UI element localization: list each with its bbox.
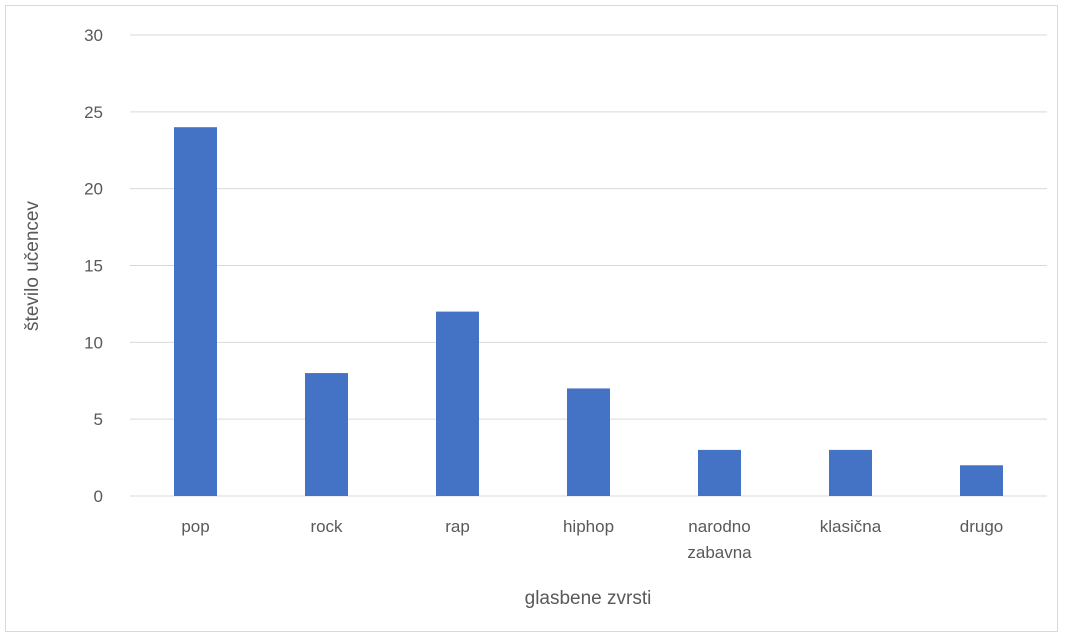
bar-rock	[305, 373, 348, 496]
y-tick-label-30: 30	[84, 26, 103, 45]
bar-hiphop	[567, 388, 610, 496]
x-tick-label-drugo: drugo	[960, 517, 1003, 536]
bar-drugo	[960, 465, 1003, 496]
y-tick-label-5: 5	[94, 410, 103, 429]
y-tick-label-10: 10	[84, 333, 103, 352]
y-tick-label-0: 0	[94, 487, 103, 506]
x-tick-label-pop: pop	[181, 517, 209, 536]
y-tick-label-15: 15	[84, 257, 103, 276]
x-tick-label-rap: rap	[445, 517, 470, 536]
bar-rap	[436, 311, 479, 496]
y-tick-label-25: 25	[84, 103, 103, 122]
x-tick-label-rock: rock	[310, 517, 343, 536]
bars	[174, 127, 1003, 496]
gridlines	[130, 34, 1047, 497]
x-tick-label-narodno-zabavna: narodno zabavna	[687, 517, 752, 562]
x-tick-label-hiphop: hiphop	[563, 517, 614, 536]
x-tick-label-klasična: klasična	[820, 517, 882, 536]
bar-narodno-zabavna	[698, 449, 741, 496]
x-axis-ticks: pop rock rap hiphop narodno zabavna klasična dr…	[181, 517, 1003, 562]
y-axis-ticks: 0 5 10 15 20 25 30	[84, 26, 103, 506]
bar-pop	[174, 127, 217, 496]
y-axis-title: število učencev	[22, 201, 43, 331]
x-axis-title: glasbene zvrsti	[525, 588, 652, 609]
y-tick-label-20: 20	[84, 180, 103, 199]
bar-klasična	[829, 449, 872, 496]
